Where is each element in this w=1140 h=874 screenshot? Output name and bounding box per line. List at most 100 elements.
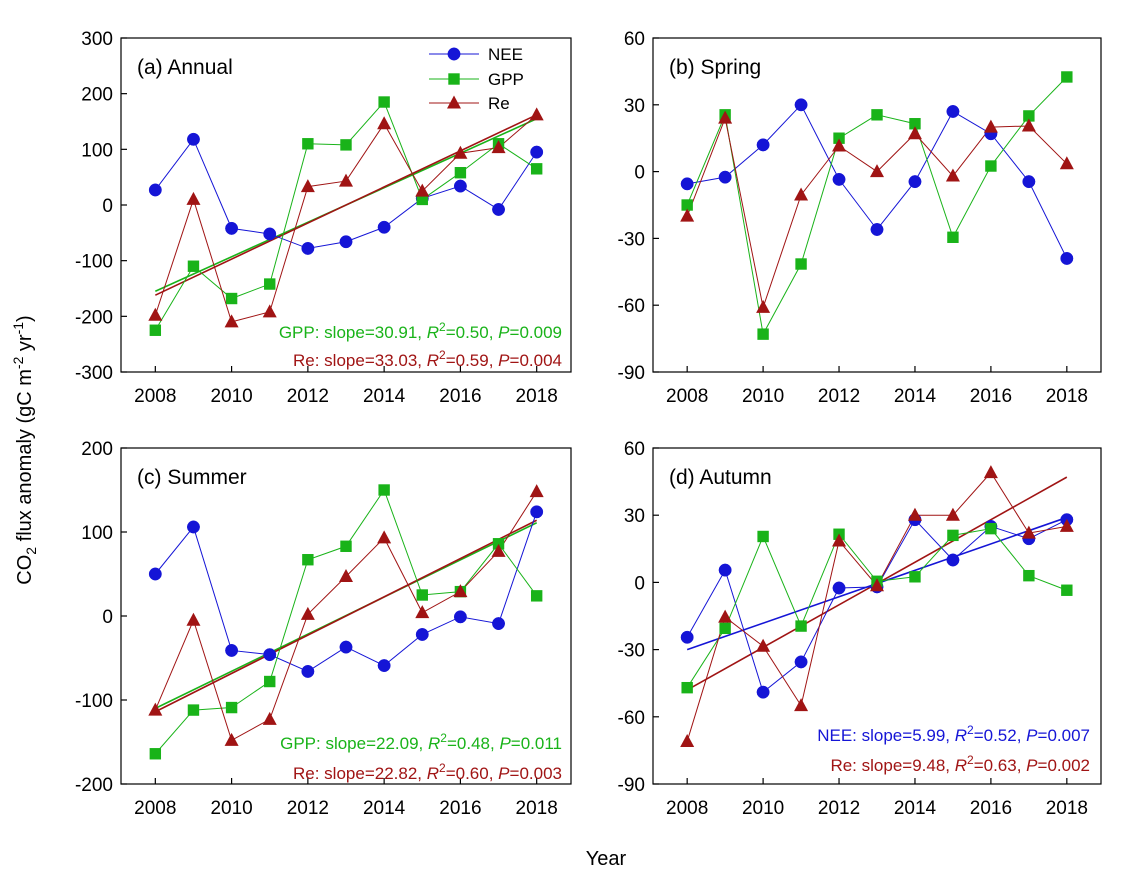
x-tick-label: 2018	[516, 386, 558, 407]
y-tick-label: 100	[81, 140, 113, 161]
data-point-gpp	[530, 590, 543, 602]
y-tick-label: -200	[75, 775, 113, 796]
data-point-gpp	[378, 96, 390, 108]
data-point-gpp	[264, 675, 276, 688]
data-point-re	[300, 179, 315, 193]
trend-line-re	[154, 114, 538, 296]
panel-1: -300 -200 -100 0 100 200 300 2008 2010 2012 2014 20…	[75, 29, 572, 407]
data-point-re	[756, 638, 771, 652]
data-point-re	[983, 465, 998, 479]
data-point-gpp	[378, 484, 390, 496]
series-line-re	[686, 116, 1068, 310]
x-tick-label: 2008	[134, 386, 176, 407]
data-point-nee	[187, 132, 200, 146]
data-point-gpp	[1023, 569, 1035, 582]
y-label-mid2: yr	[14, 334, 36, 357]
trend-line-re	[154, 519, 538, 713]
data-point-re	[832, 533, 847, 547]
y-tick-label: 300	[81, 29, 113, 50]
y-label-mid: flux anomaly (gC m	[14, 369, 36, 547]
data-point-nee	[492, 203, 505, 216]
data-point-nee	[530, 145, 544, 159]
data-point-nee	[908, 175, 922, 189]
trend-annotation-re: Re: slope=33.03, R2=0.59, P=0.004	[293, 348, 562, 370]
data-point-re	[756, 299, 771, 313]
data-point-gpp	[1061, 71, 1073, 83]
data-point-nee	[680, 177, 694, 191]
data-point-nee	[339, 640, 353, 654]
data-point-re	[907, 507, 922, 521]
data-point-re	[339, 173, 353, 187]
x-tick-label: 2010	[742, 798, 784, 819]
series-line-re	[686, 471, 1067, 742]
data-point-nee	[530, 505, 544, 519]
x-tick-label: 2018	[1046, 798, 1088, 819]
data-point-re	[680, 208, 695, 222]
data-point-gpp	[985, 160, 997, 172]
x-tick-label: 2016	[439, 386, 481, 407]
x-tick-label: 2008	[666, 386, 708, 407]
data-point-re	[1021, 525, 1036, 539]
y-tick-label: -300	[75, 363, 113, 384]
data-point-gpp	[985, 522, 997, 535]
data-point-gpp	[1023, 110, 1035, 122]
series-line-nee	[154, 138, 538, 249]
data-point-nee	[1022, 175, 1036, 189]
data-point-re	[945, 168, 960, 182]
x-tick-label: 2008	[134, 798, 176, 819]
data-point-re	[415, 605, 430, 619]
y-tick-label: 0	[634, 573, 645, 594]
legend-marker-nee	[447, 47, 461, 61]
y-tick-label: -30	[618, 641, 645, 662]
y-tick-label: -60	[618, 708, 645, 729]
y-tick-label: 200	[81, 439, 113, 460]
data-point-nee	[718, 563, 732, 577]
data-point-nee	[301, 241, 315, 255]
data-point-gpp	[833, 132, 845, 144]
x-tick-label: 2014	[894, 386, 937, 407]
x-tick-label: 2016	[970, 386, 1012, 407]
panel-2: -90 -60 -30 0 30 60 2008 2010 2012 2014 2016 2018 (b…	[618, 29, 1102, 407]
data-point-gpp	[302, 138, 314, 150]
x-tick-label: 2010	[210, 798, 252, 819]
data-point-re	[945, 507, 960, 521]
y-tick-label: 0	[102, 196, 113, 217]
data-point-re	[1021, 118, 1036, 132]
legend-label-gpp: GPP	[488, 70, 524, 89]
data-point-gpp	[947, 529, 959, 542]
trend-annotation-re: Re: slope=9.48, R2=0.63, P=0.002	[830, 753, 1090, 775]
x-tick-label: 2018	[516, 798, 558, 819]
data-point-nee	[187, 520, 200, 534]
data-point-gpp	[871, 109, 883, 121]
series-line-gpp	[686, 528, 1068, 688]
panel-3: -200 -100 0 100 200 2008 2010 2012 2014 2016 2018 (…	[75, 439, 572, 819]
data-point-re	[224, 314, 239, 328]
data-point-nee	[148, 183, 162, 197]
data-point-re	[415, 183, 430, 197]
data-point-gpp	[1061, 584, 1073, 596]
data-point-re	[1059, 518, 1074, 532]
data-point-nee	[946, 105, 960, 118]
data-point-gpp	[187, 260, 200, 272]
plot-frame	[652, 37, 1102, 373]
y-tick-label: -90	[618, 775, 645, 796]
data-point-gpp	[302, 554, 314, 566]
data-point-gpp	[340, 540, 352, 552]
panel-title: (d) Autumn	[669, 466, 772, 489]
x-tick-label: 2014	[363, 386, 406, 407]
data-point-gpp	[149, 748, 162, 760]
data-point-nee	[453, 179, 467, 193]
plot-frame	[652, 447, 1102, 785]
data-point-gpp	[795, 620, 807, 632]
data-point-re	[186, 191, 201, 205]
y-tick-label: -30	[618, 229, 645, 250]
legend-label-re: Re	[488, 94, 510, 113]
y-axis-label: CO2 flux anomaly (gC m-2 yr-1)	[10, 315, 39, 584]
x-axis-label: Year	[586, 848, 627, 870]
data-point-gpp	[187, 704, 200, 716]
data-point-nee	[263, 648, 277, 662]
data-point-re	[491, 543, 506, 557]
legend: NEE GPP Re	[429, 45, 524, 113]
x-tick-label: 2010	[210, 386, 252, 407]
data-point-gpp	[719, 622, 731, 635]
